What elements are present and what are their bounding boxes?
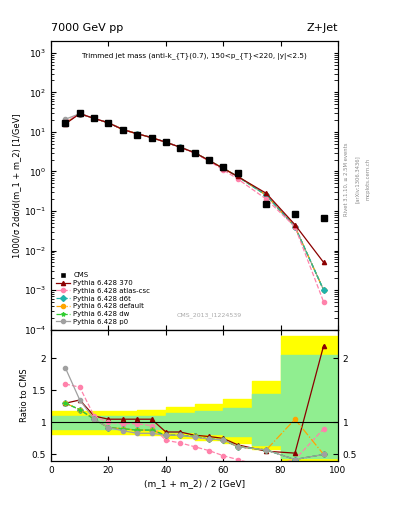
Text: Trimmed jet mass (anti-k_{T}(0.7), 150<p_{T}<220, |y|<2.5): Trimmed jet mass (anti-k_{T}(0.7), 150<p…	[82, 53, 307, 59]
CMS	[77, 110, 82, 116]
Text: [arXiv:1306.3436]: [arXiv:1306.3436]	[355, 155, 360, 203]
Line: CMS: CMS	[62, 110, 327, 221]
CMS	[235, 170, 240, 176]
CMS	[264, 201, 269, 207]
CMS	[120, 127, 125, 133]
CMS	[192, 150, 197, 156]
CMS	[63, 120, 68, 126]
Text: Z+Jet: Z+Jet	[307, 23, 338, 33]
CMS	[221, 164, 226, 170]
Text: mcplots.cern.ch: mcplots.cern.ch	[365, 158, 371, 200]
CMS	[149, 135, 154, 141]
CMS	[292, 211, 298, 217]
Text: Rivet 3.1.10, ≥ 2.5M events: Rivet 3.1.10, ≥ 2.5M events	[344, 142, 349, 216]
CMS	[207, 157, 211, 163]
CMS	[106, 120, 111, 126]
Text: 7000 GeV pp: 7000 GeV pp	[51, 23, 123, 33]
Y-axis label: 1000/σ 2dσ/d(m_1 + m_2) [1/GeV]: 1000/σ 2dσ/d(m_1 + m_2) [1/GeV]	[12, 113, 21, 258]
CMS	[321, 216, 326, 222]
CMS	[135, 132, 140, 138]
Text: CMS_2013_I1224539: CMS_2013_I1224539	[176, 312, 242, 318]
CMS	[178, 144, 183, 151]
X-axis label: (m_1 + m_2) / 2 [GeV]: (m_1 + m_2) / 2 [GeV]	[144, 479, 245, 488]
Y-axis label: Ratio to CMS: Ratio to CMS	[20, 369, 29, 422]
CMS	[163, 139, 168, 145]
Legend: CMS, Pythia 6.428 370, Pythia 6.428 atlas-csc, Pythia 6.428 d6t, Pythia 6.428 de: CMS, Pythia 6.428 370, Pythia 6.428 atla…	[55, 271, 152, 326]
CMS	[92, 115, 97, 121]
